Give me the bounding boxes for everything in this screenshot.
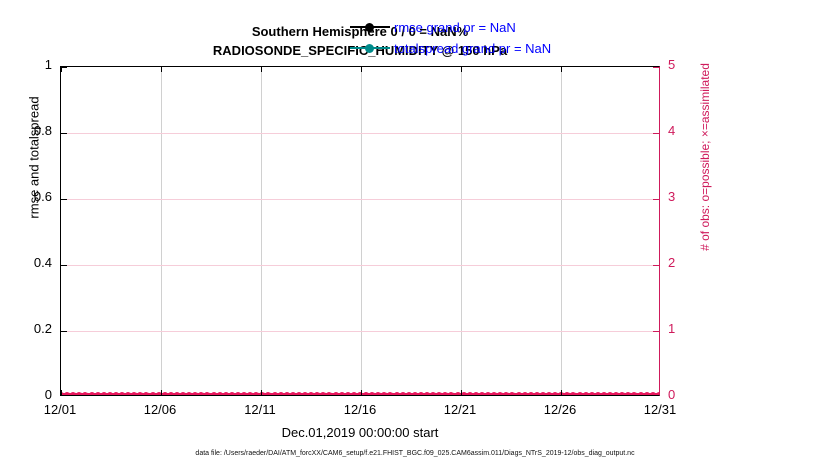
x-gridline [261, 67, 262, 395]
chart-title-line-2: RADIOSONDE_SPECIFIC_HUMIDITY @ 150 hPa [212, 43, 508, 58]
y-tick-mark-right [653, 199, 659, 200]
x-gridline [461, 67, 462, 395]
y-tick-label-right: 1 [668, 321, 676, 336]
chart-title-block: Southern Hemisphere 0 / 0 = NaN% RADIOSO… [60, 22, 660, 60]
x-tick-mark [261, 390, 262, 395]
y-gridline [61, 265, 659, 266]
y-tick-mark-left [61, 133, 67, 134]
y-tick-mark-right [653, 265, 659, 266]
x-tick-mark [361, 390, 362, 395]
x-tick-label: 12/31 [643, 402, 677, 417]
y-tick-label-right: 2 [668, 255, 676, 270]
y-axis-right-title: # of obs: o=possible; ×=assimilated [698, 63, 712, 251]
y-tick-label-right: 0 [668, 387, 676, 402]
y-tick-label-left: 0.2 [33, 321, 52, 336]
y-tick-mark-left [61, 265, 67, 266]
data-file-caption: data file: /Users/raeder/DAI/ATM_forcXX/… [195, 450, 635, 457]
y-tick-label-left: 0 [44, 387, 52, 402]
y-gridline [61, 133, 659, 134]
x-axis-caption: Dec.01,2019 00:00:00 start [281, 425, 439, 440]
y-axis-left-title: rmse and totalspread [26, 96, 42, 219]
x-tick-label: 12/06 [143, 402, 177, 417]
y-tick-mark-left [61, 331, 67, 332]
x-tick-mark [461, 390, 462, 395]
y-tick-label-left: 0.4 [33, 255, 52, 270]
x-tick-mark [261, 67, 262, 72]
plot-inner: ××××××××××××××××××××××××××××××××××××××××… [61, 67, 659, 395]
y-tick-label-left: 0.6 [33, 189, 52, 204]
x-tick-label: 12/26 [543, 402, 577, 417]
y-tick-mark-right [653, 331, 659, 332]
chart-legend: rmse grand pr = NaN totalspread grand pr… [350, 18, 551, 57]
x-tick-label: 12/21 [443, 402, 477, 417]
x-tick-mark [561, 390, 562, 395]
x-tick-mark [61, 390, 62, 395]
plot-area: ××××××××××××××××××××××××××××××××××××××××… [60, 66, 660, 396]
obs-zero-line [61, 393, 659, 395]
x-tick-mark [461, 67, 462, 72]
chart-title-line-1: Southern Hemisphere 0 / 0 = NaN% [251, 24, 469, 39]
obs-marker-band: ××××××××××××××××××××××××××××××××××××××××… [61, 390, 659, 395]
y-gridline [61, 199, 659, 200]
y-gridline [61, 331, 659, 332]
y-tick-mark-right [653, 67, 659, 68]
x-gridline [161, 67, 162, 395]
x-tick-label: 12/01 [43, 402, 77, 417]
x-tick-mark [161, 390, 162, 395]
legend-marker-totalspread-icon [350, 41, 390, 55]
x-tick-mark [161, 67, 162, 72]
y-tick-mark-left [61, 67, 67, 68]
y-tick-label-right: 4 [668, 123, 676, 138]
y-tick-label-right: 5 [668, 57, 676, 72]
legend-item-rmse: rmse grand pr = NaN [350, 18, 551, 36]
y-tick-label-left: 0.8 [33, 123, 52, 138]
y-tick-label-left: 1 [44, 57, 52, 72]
y-tick-mark-left [61, 199, 67, 200]
x-tick-mark [361, 67, 362, 72]
x-tick-mark [561, 67, 562, 72]
legend-item-totalspread: totalspread grand pr = NaN [350, 39, 551, 57]
x-gridline [361, 67, 362, 395]
x-tick-mark [61, 67, 62, 72]
x-gridline [561, 67, 562, 395]
legend-marker-rmse-icon [350, 20, 390, 34]
legend-label-rmse: rmse grand pr = NaN [394, 19, 516, 35]
y-tick-mark-right [653, 133, 659, 134]
y-tick-label-right: 3 [668, 189, 676, 204]
x-tick-label: 12/11 [244, 402, 276, 417]
legend-label-totalspread: totalspread grand pr = NaN [394, 40, 552, 56]
x-tick-label: 12/16 [343, 402, 377, 417]
